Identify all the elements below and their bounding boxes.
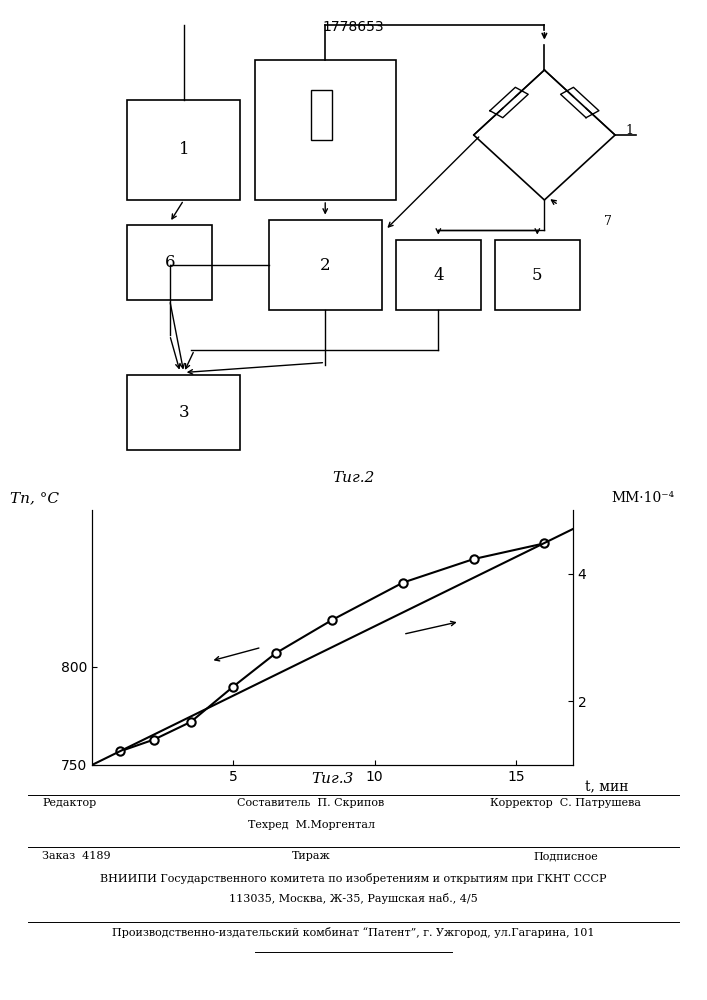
Text: Техред  М.Моргентал: Техред М.Моргентал bbox=[247, 820, 375, 830]
Text: Редактор: Редактор bbox=[42, 798, 97, 808]
Text: 2: 2 bbox=[320, 256, 331, 273]
Bar bbox=[255, 60, 396, 200]
Text: MM·10⁻⁴: MM·10⁻⁴ bbox=[612, 491, 674, 505]
Text: 4: 4 bbox=[433, 266, 444, 284]
Bar bbox=[127, 100, 240, 200]
Text: 3: 3 bbox=[178, 404, 189, 421]
Text: Заказ  4189: Заказ 4189 bbox=[42, 851, 111, 861]
Y-axis label: Tп, °C: Tп, °C bbox=[10, 491, 59, 505]
Text: 7: 7 bbox=[604, 215, 612, 228]
Text: 1: 1 bbox=[178, 141, 189, 158]
Text: 5: 5 bbox=[532, 266, 542, 284]
Bar bbox=[311, 90, 332, 140]
Bar bbox=[396, 240, 481, 310]
Text: Производственно-издательский комбинат “Патент”, г. Ужгород, ул.Гагарина, 101: Производственно-издательский комбинат “П… bbox=[112, 927, 595, 938]
Bar bbox=[127, 225, 212, 300]
Text: 113035, Москва, Ж-35, Раушская наб., 4/5: 113035, Москва, Ж-35, Раушская наб., 4/5 bbox=[229, 893, 478, 904]
Text: 1778653: 1778653 bbox=[322, 20, 385, 34]
Bar bbox=[495, 240, 580, 310]
Text: Подписное: Подписное bbox=[533, 851, 598, 861]
Text: Тираж: Тираж bbox=[292, 851, 330, 861]
Bar bbox=[269, 220, 382, 310]
Text: Τиг.2: Τиг.2 bbox=[332, 471, 375, 485]
Text: 6: 6 bbox=[165, 254, 175, 271]
Text: Τиг.3: Τиг.3 bbox=[311, 772, 354, 786]
X-axis label: t, мин: t, мин bbox=[585, 780, 628, 794]
Text: 1: 1 bbox=[626, 123, 633, 136]
Text: Составитель  П. Скрипов: Составитель П. Скрипов bbox=[238, 798, 385, 808]
Text: Корректор  С. Патрушева: Корректор С. Патрушева bbox=[490, 798, 641, 808]
Text: ВНИИПИ Государственного комитета по изобретениям и открытиям при ГКНТ СССР: ВНИИПИ Государственного комитета по изоб… bbox=[100, 873, 607, 884]
Bar bbox=[127, 375, 240, 450]
